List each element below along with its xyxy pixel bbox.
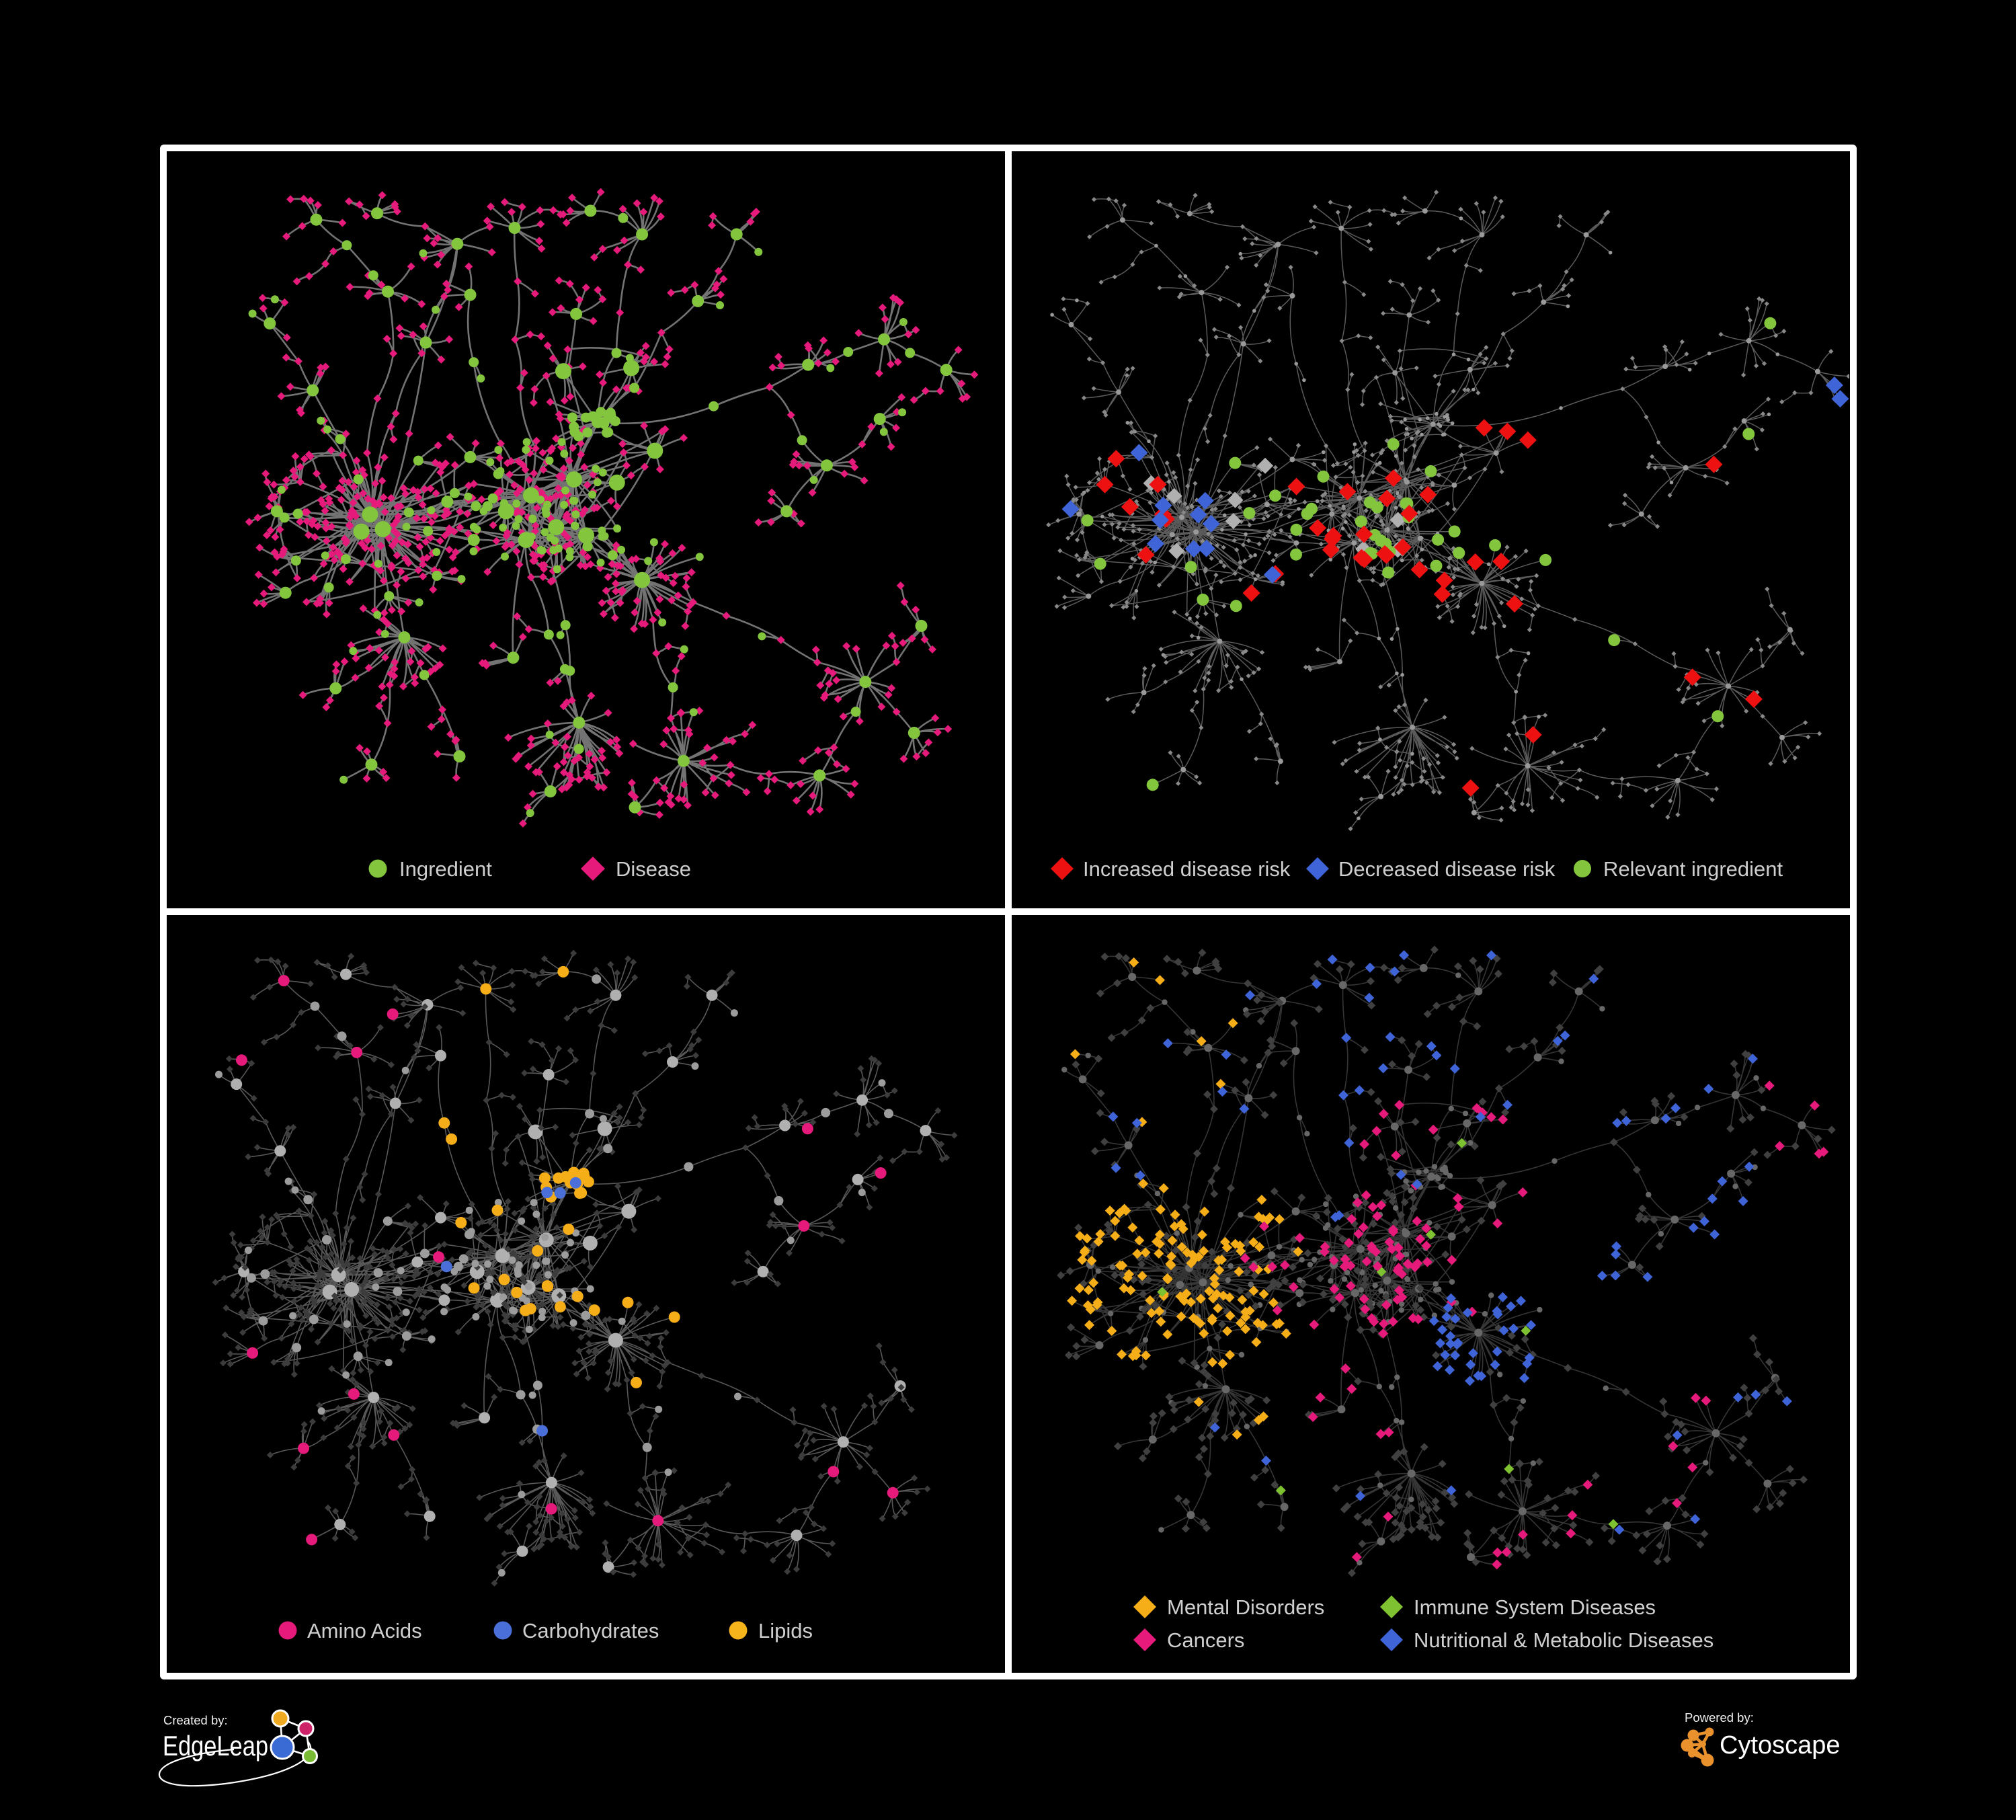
svg-text:Powered by:: Powered by: [1685, 1710, 1754, 1725]
svg-text:Cytoscape: Cytoscape [1720, 1731, 1841, 1759]
svg-text:Cancers: Cancers [1167, 1628, 1244, 1652]
svg-text:Increased disease risk: Increased disease risk [1083, 857, 1291, 881]
svg-text:Decreased disease risk: Decreased disease risk [1338, 857, 1556, 881]
svg-text:Mental Disorders: Mental Disorders [1167, 1595, 1324, 1619]
svg-text:Lipids: Lipids [758, 1619, 813, 1643]
svg-text:Ingredient: Ingredient [399, 857, 492, 881]
svg-text:Relevant ingredient: Relevant ingredient [1603, 857, 1783, 881]
svg-text:Immune System Diseases: Immune System Diseases [1414, 1595, 1656, 1619]
svg-text:Nutritional & Metabolic Diseas: Nutritional & Metabolic Diseases [1414, 1628, 1713, 1652]
svg-text:Amino Acids: Amino Acids [307, 1619, 422, 1643]
svg-text:Carbohydrates: Carbohydrates [522, 1619, 659, 1643]
svg-text:EdgeLeap: EdgeLeap [163, 1730, 268, 1762]
svg-text:Disease: Disease [616, 857, 691, 881]
svg-text:Created by:: Created by: [163, 1713, 228, 1727]
